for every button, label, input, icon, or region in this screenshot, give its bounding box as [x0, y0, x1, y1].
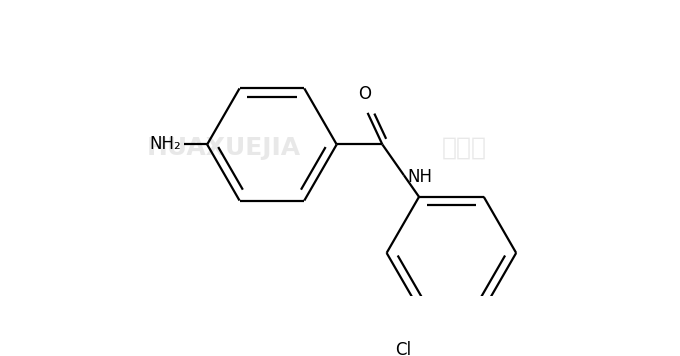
- Text: Cl: Cl: [395, 341, 411, 356]
- Text: NH₂: NH₂: [150, 136, 182, 153]
- Text: O: O: [358, 85, 371, 103]
- Text: NH: NH: [407, 168, 432, 186]
- Text: 化学加: 化学加: [442, 136, 487, 160]
- Text: HUAXUEJIA: HUAXUEJIA: [147, 136, 301, 160]
